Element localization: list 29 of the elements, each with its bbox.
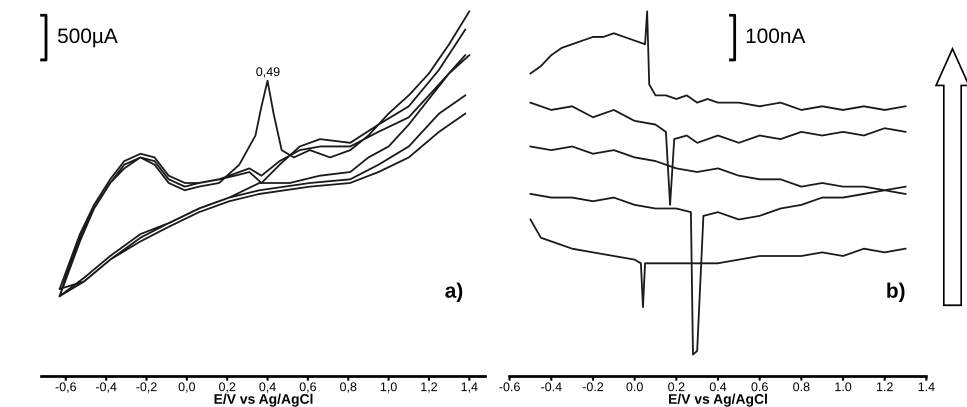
x-tick-label: -0.6 <box>499 382 520 392</box>
x-tick-label: 0.4 <box>710 382 726 392</box>
x-tick-label: 1,2 <box>421 382 438 393</box>
x-tick-label: 0.8 <box>793 382 810 392</box>
annotation: 100nA <box>746 28 806 44</box>
x-tick-label: 0,2 <box>218 382 236 393</box>
x-tick-label: 1.0 <box>835 382 852 392</box>
annotation: 0,49 <box>256 67 280 78</box>
x-tick-label: 0.2 <box>668 382 684 392</box>
x-tick-label: -0,4 <box>96 382 117 393</box>
x-tick-label: 1.4 <box>918 382 935 392</box>
annotation: a) <box>445 282 462 302</box>
x-tick-label: 1,0 <box>380 382 397 393</box>
x-tick-label: -0.4 <box>541 382 562 392</box>
x-tick-label: -0,2 <box>136 382 157 393</box>
x-tick-label: 0,4 <box>259 382 276 393</box>
x-tick-label: -0.2 <box>582 382 604 392</box>
x-tick-label: -0,6 <box>56 382 76 393</box>
x-axis-title: E/V vs Ag/AgCl <box>669 394 767 407</box>
x-tick-label: 0.0 <box>626 382 643 392</box>
x-tick-label: 0,6 <box>300 382 316 393</box>
x-axis-title: E/V vs Ag/AgCl <box>214 394 312 407</box>
annotation: b) <box>887 282 905 302</box>
x-tick-label: 0,8 <box>340 382 356 393</box>
x-tick-label: 1.2 <box>876 382 893 392</box>
x-tick-label: 1,4 <box>462 382 478 393</box>
x-tick-label: 0,0 <box>178 382 196 393</box>
x-tick-label: 0.6 <box>751 382 768 392</box>
annotation: 500µA <box>58 28 118 48</box>
